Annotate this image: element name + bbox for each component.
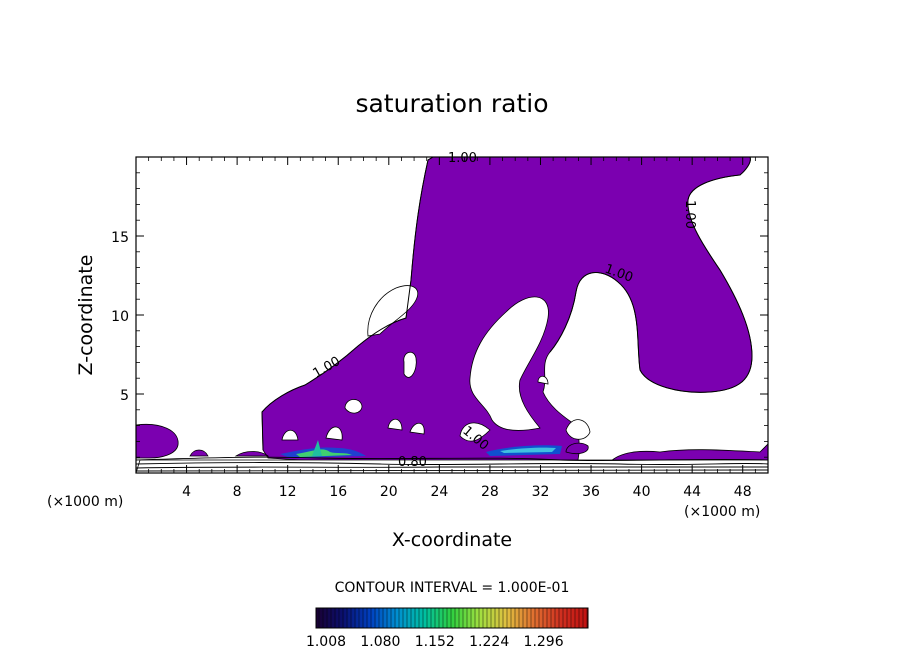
x-tick-label-8: 36 bbox=[582, 484, 600, 500]
high-saturation-streaks bbox=[280, 440, 562, 458]
contour-line-3 bbox=[136, 466, 768, 469]
pocket-mid-left bbox=[403, 351, 417, 378]
x-axis-ticks: 4 8 12 16 20 24 28 32 36 40 44 48 bbox=[148, 157, 756, 500]
pocket-low-5 bbox=[325, 426, 343, 441]
streak-left-core bbox=[296, 449, 352, 457]
contour-line-2 bbox=[136, 462, 768, 466]
supersaturated-region-small-2 bbox=[234, 451, 270, 457]
pocket-low-4 bbox=[409, 422, 425, 435]
contour-label-right: 1.00 bbox=[682, 200, 697, 229]
colorbar-frame bbox=[315, 607, 589, 629]
x-tick-label-9: 40 bbox=[633, 484, 651, 500]
colorbar-ticks: 1.008 1.080 1.152 1.224 1.296 bbox=[306, 634, 564, 650]
pocket-low-3 bbox=[387, 418, 403, 431]
y-tick-label-1: 10 bbox=[111, 309, 129, 325]
x-axis-label: X-coordinate bbox=[392, 529, 512, 551]
y-axis-ticks: 5 10 15 bbox=[111, 172, 768, 458]
streak-right-core bbox=[500, 447, 556, 453]
contour-label-surface: 0.80 bbox=[398, 455, 427, 470]
x-tick-label-6: 28 bbox=[481, 484, 499, 500]
pocket-upper-left bbox=[367, 285, 419, 337]
supersaturated-region-right-surface bbox=[609, 443, 768, 463]
outline-main bbox=[261, 157, 753, 451]
streak-spike bbox=[312, 440, 322, 456]
colorbar-tick-label-2: 1.152 bbox=[415, 634, 455, 650]
x-tick-label-5: 24 bbox=[430, 484, 448, 500]
y-axis-label: Z-coordinate bbox=[75, 255, 97, 376]
x-unit-right: (×1000 m) bbox=[684, 504, 760, 520]
supersaturated-region-left bbox=[136, 423, 179, 459]
pocket-low-1 bbox=[344, 399, 363, 414]
pocket-right-1 bbox=[537, 375, 549, 385]
supersaturated-region-right-patch bbox=[565, 442, 589, 454]
contour-interval-text: CONTOUR INTERVAL = 1.000E-01 bbox=[335, 580, 570, 596]
x-tick-label-7: 32 bbox=[532, 484, 550, 500]
pocket-low-2 bbox=[281, 429, 299, 441]
x-tick-label-10: 44 bbox=[683, 484, 701, 500]
surface-contour-lines bbox=[136, 456, 768, 472]
colorbar-stripes bbox=[316, 608, 588, 628]
subsaturated-pockets bbox=[136, 285, 768, 473]
colorbar-tick-label-4: 1.296 bbox=[524, 634, 564, 650]
y-tick-label-2: 15 bbox=[111, 230, 129, 246]
contour-line-4 bbox=[136, 469, 768, 472]
chart-title: saturation ratio bbox=[355, 89, 548, 118]
colorbar-tick-label-0: 1.008 bbox=[306, 634, 346, 650]
contour-outline-1.00 bbox=[261, 157, 753, 451]
pocket-low-6 bbox=[459, 422, 491, 442]
x-tick-label-2: 12 bbox=[279, 484, 297, 500]
contour-line-1 bbox=[136, 456, 768, 462]
colorbar-tick-label-3: 1.224 bbox=[469, 634, 509, 650]
colorbar: 1.008 1.080 1.152 1.224 1.296 bbox=[306, 607, 589, 650]
x-tick-label-3: 16 bbox=[329, 484, 347, 500]
contour-fill-layer bbox=[136, 157, 768, 463]
pocket-right-small bbox=[565, 419, 591, 440]
y-tick-label-0: 5 bbox=[120, 388, 129, 404]
contour-label-top: 1.00 bbox=[448, 151, 477, 166]
colorbar-tick-label-1: 1.080 bbox=[360, 634, 400, 650]
x-tick-label-0: 4 bbox=[182, 484, 191, 500]
pocket-center bbox=[469, 296, 549, 431]
x-unit-left: (×1000 m) bbox=[47, 494, 123, 510]
supersaturated-region-small-1 bbox=[189, 449, 209, 457]
x-tick-label-4: 20 bbox=[380, 484, 398, 500]
x-tick-label-1: 8 bbox=[233, 484, 242, 500]
x-tick-label-11: 48 bbox=[734, 484, 752, 500]
